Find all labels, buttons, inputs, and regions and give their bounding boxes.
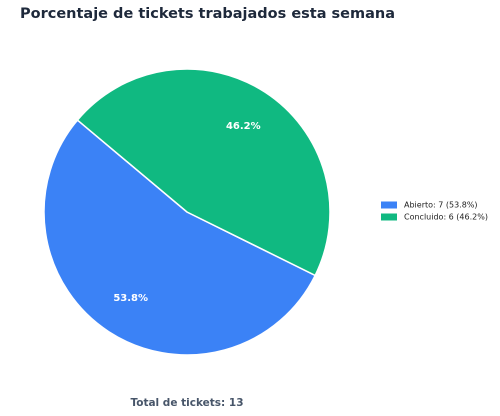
legend-swatch <box>381 213 397 221</box>
pie-slice <box>76 68 331 277</box>
pie-slice <box>43 119 317 356</box>
chart-title: Porcentaje de tickets trabajados esta se… <box>20 6 395 22</box>
data-label: 53.8% <box>113 293 148 304</box>
legend-label: Concluido: 6 (46.2%) <box>404 213 488 222</box>
legend-swatch <box>381 201 397 209</box>
legend-label: Abierto: 7 (53.8%) <box>404 201 478 210</box>
footer: Total de tickets: 13 <box>130 397 243 409</box>
data-label: 46.2% <box>226 121 261 132</box>
